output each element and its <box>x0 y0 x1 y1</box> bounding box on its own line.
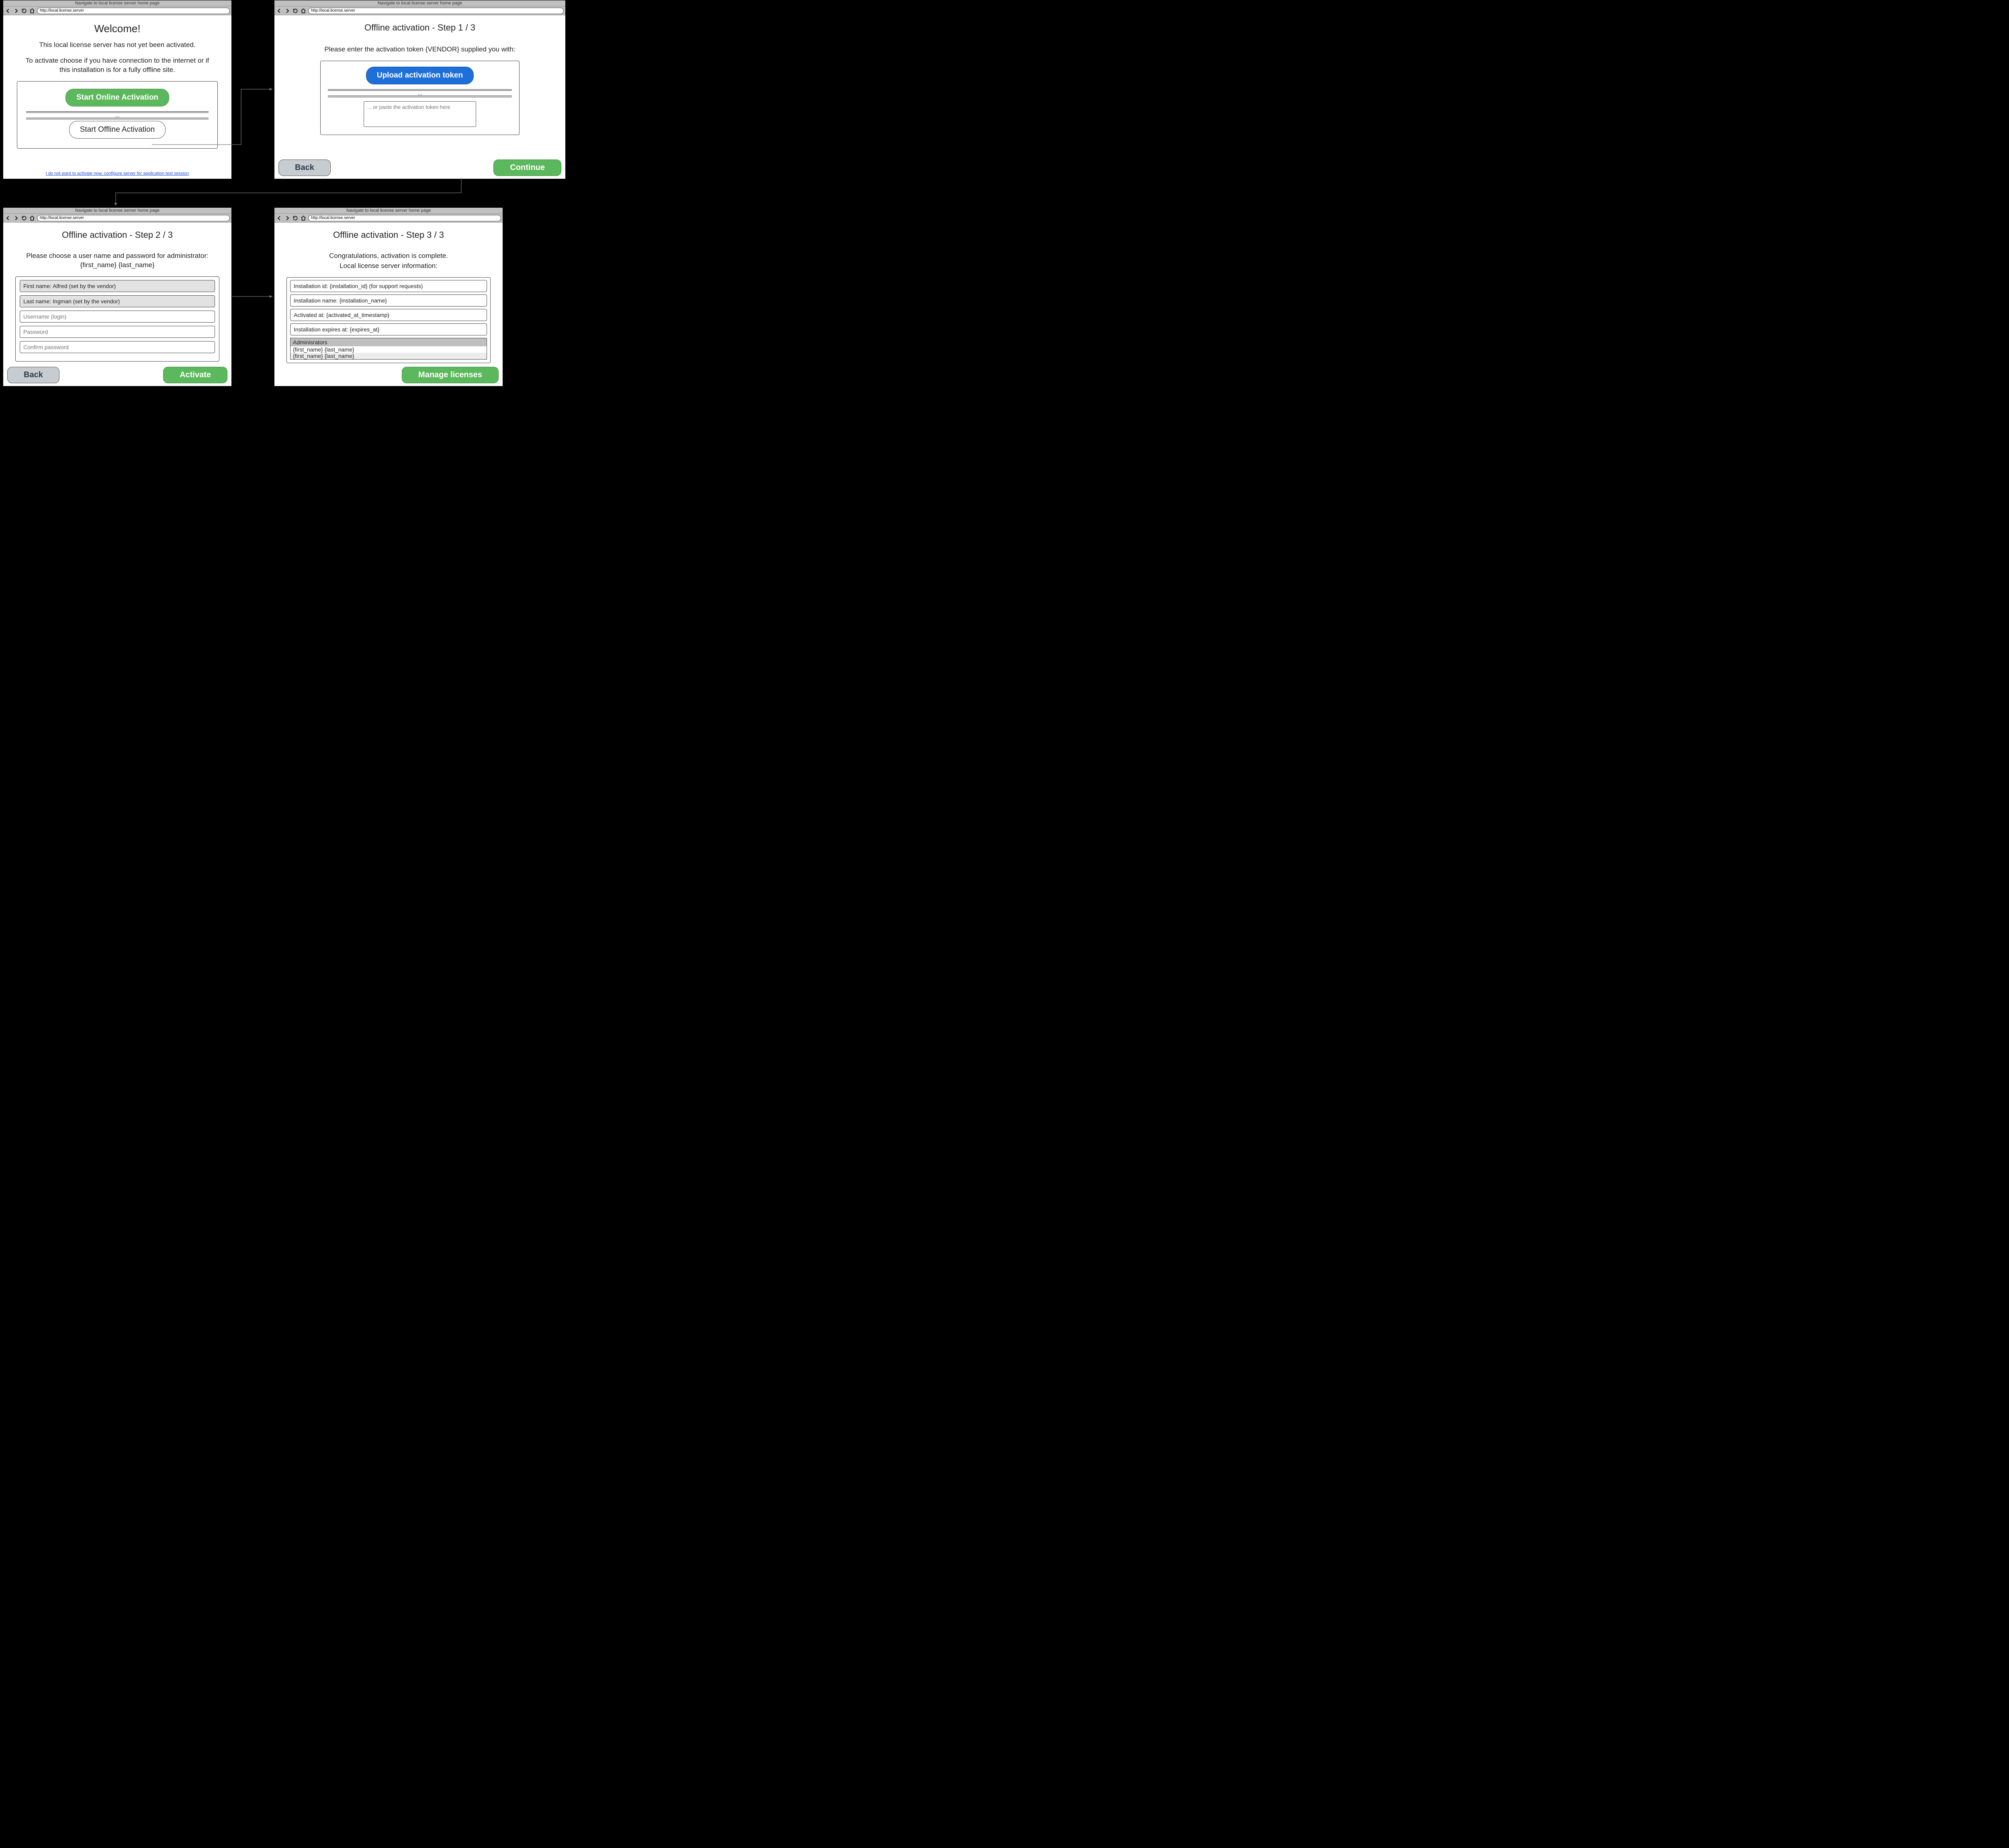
back-icon[interactable] <box>276 215 282 221</box>
url-input[interactable] <box>37 215 230 221</box>
separator: ... <box>26 111 209 119</box>
home-icon[interactable] <box>29 215 35 221</box>
congrats-text: Congratulations, activation is complete. <box>291 251 486 261</box>
administrators-table: Adminisrators {first_name} {last_name} {… <box>290 338 487 360</box>
home-icon[interactable] <box>300 215 307 221</box>
token-panel: Upload activation token ... <box>320 61 520 135</box>
back-icon[interactable] <box>276 8 282 14</box>
url-input[interactable] <box>37 8 230 14</box>
browser-window-step1: Navigate to local license server home pa… <box>274 0 566 179</box>
url-input[interactable] <box>308 215 501 221</box>
reload-icon[interactable] <box>292 8 299 14</box>
forward-icon[interactable] <box>13 8 19 14</box>
manage-licenses-button[interactable]: Manage licenses <box>402 367 499 383</box>
username-input[interactable] <box>20 311 215 323</box>
browser-toolbar <box>3 214 231 223</box>
server-info-panel: Installation id: {installation_id} (for … <box>286 277 491 363</box>
upload-activation-token-button[interactable]: Upload activation token <box>366 67 474 84</box>
url-input[interactable] <box>308 8 564 14</box>
back-icon[interactable] <box>5 215 11 221</box>
back-button[interactable]: Back <box>7 367 59 383</box>
reload-icon[interactable] <box>21 215 27 221</box>
browser-window-step2: Navigate to local license server home pa… <box>3 207 232 386</box>
administrators-header: Adminisrators <box>291 338 487 346</box>
window-title: Navigate to local license server home pa… <box>3 208 231 214</box>
start-online-activation-button[interactable]: Start Online Activation <box>65 89 169 106</box>
administrator-row: {first_name} {last_name} <box>291 346 487 353</box>
welcome-page: Welcome! This local license server has n… <box>3 15 231 179</box>
admin-form-panel <box>15 276 219 362</box>
last-name-field <box>20 295 215 307</box>
back-button[interactable]: Back <box>278 159 331 176</box>
installation-id-row: Installation id: {installation_id} (for … <box>290 280 487 292</box>
start-offline-activation-button[interactable]: Start Offline Activation <box>69 121 166 139</box>
expires-at-row: Installation expires at: {expires_at} <box>290 323 487 335</box>
password-input[interactable] <box>20 326 215 338</box>
browser-toolbar <box>274 6 565 15</box>
window-title: Navigate to local license server home pa… <box>3 0 231 6</box>
activation-token-input[interactable] <box>364 101 476 127</box>
page-title: Welcome! <box>13 22 222 35</box>
window-title: Navigate to local license server home pa… <box>274 208 503 214</box>
activate-button[interactable]: Activate <box>163 367 227 383</box>
reload-icon[interactable] <box>292 215 299 221</box>
browser-toolbar <box>274 214 503 223</box>
installation-name-row: Installation name: {installation_name} <box>290 294 487 307</box>
page-title: Offline activation - Step 1 / 3 <box>284 22 556 33</box>
home-icon[interactable] <box>29 8 35 14</box>
administrator-row: {first_name} {last_name} <box>291 353 487 359</box>
separator: ... <box>328 89 512 97</box>
browser-toolbar <box>3 6 231 15</box>
first-name-field <box>20 280 215 292</box>
step2-page: Offline activation - Step 2 / 3 Please c… <box>3 223 231 386</box>
welcome-text-1: This local license server has not yet be… <box>20 41 215 50</box>
skip-activation-link[interactable]: I do not want to activate now, configure… <box>3 171 231 176</box>
window-title: Navigate to local license server home pa… <box>274 0 565 6</box>
step1-prompt: Please enter the activation token {VENDO… <box>291 45 548 54</box>
back-icon[interactable] <box>5 8 11 14</box>
step1-page: Offline activation - Step 1 / 3 Please e… <box>274 15 565 179</box>
page-title: Offline activation - Step 3 / 3 <box>284 230 493 240</box>
confirm-password-input[interactable] <box>20 341 215 353</box>
activated-at-row: Activated at: {activated_at_timestamp} <box>290 309 487 321</box>
forward-icon[interactable] <box>284 215 291 221</box>
browser-window-welcome: Navigate to local license server home pa… <box>3 0 232 179</box>
forward-icon[interactable] <box>13 215 19 221</box>
home-icon[interactable] <box>300 8 307 14</box>
page-title: Offline activation - Step 2 / 3 <box>13 230 222 240</box>
step2-prompt: Please choose a user name and password f… <box>20 251 215 270</box>
welcome-text-2: To activate choose if you have connectio… <box>20 56 215 75</box>
info-heading: Local license server information: <box>291 262 486 271</box>
reload-icon[interactable] <box>21 8 27 14</box>
continue-button[interactable]: Continue <box>493 159 561 176</box>
forward-icon[interactable] <box>284 8 291 14</box>
step3-page: Offline activation - Step 3 / 3 Congratu… <box>274 223 503 386</box>
browser-window-step3: Navigate to local license server home pa… <box>274 207 503 386</box>
activation-choice-panel: Start Online Activation ... Start Offlin… <box>17 81 218 149</box>
